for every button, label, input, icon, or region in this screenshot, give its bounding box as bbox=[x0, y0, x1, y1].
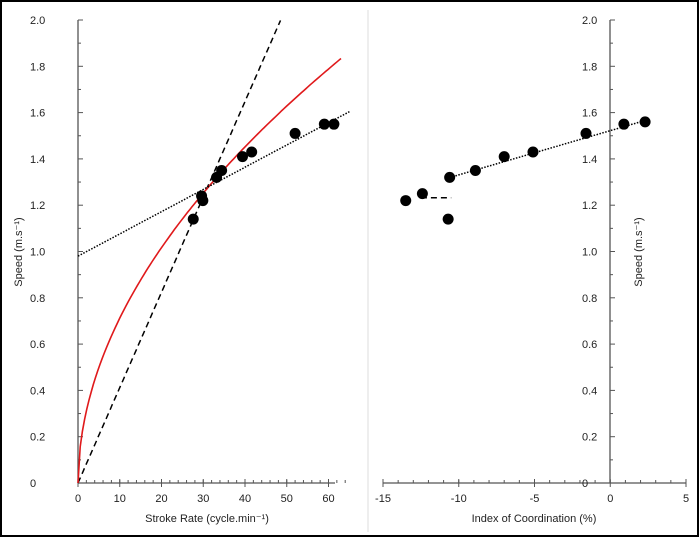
data-point bbox=[469, 164, 481, 176]
y-tick-label: 1.2 bbox=[30, 200, 45, 212]
x-tick-label: -10 bbox=[451, 493, 467, 505]
y-tick-label: 1.2 bbox=[582, 200, 597, 212]
fit-line-dashed bbox=[77, 20, 282, 484]
y-tick-label: 0.4 bbox=[30, 385, 45, 397]
y-tick-label: 0.2 bbox=[30, 432, 45, 444]
y-tick-label: 0.6 bbox=[582, 339, 597, 351]
data-point bbox=[527, 146, 539, 158]
y-tick-label: 1.8 bbox=[582, 61, 597, 73]
x-tick-label: 5 bbox=[683, 493, 689, 505]
y-tick-label: 2.0 bbox=[30, 15, 45, 27]
data-point bbox=[246, 146, 258, 158]
data-point bbox=[197, 195, 209, 207]
y-axis-label: Speed (m.s⁻¹) bbox=[13, 217, 25, 286]
y-tick-label: 0.4 bbox=[582, 385, 597, 397]
data-point bbox=[639, 116, 651, 128]
x-tick-label: 20 bbox=[155, 493, 167, 505]
data-point bbox=[580, 127, 592, 139]
x-tick-label: 10 bbox=[114, 493, 126, 505]
y-tick-label: 1.8 bbox=[30, 61, 45, 73]
x-tick-label: 0 bbox=[75, 493, 81, 505]
fit-line-solid bbox=[77, 57, 342, 484]
y-tick-label: 1.6 bbox=[582, 108, 597, 120]
y-tick-label: 0.2 bbox=[582, 432, 597, 444]
x-tick-label: 0 bbox=[607, 493, 613, 505]
x-tick-label: 40 bbox=[239, 493, 251, 505]
x-tick-label: -5 bbox=[530, 493, 540, 505]
y-tick-label: 1.4 bbox=[30, 154, 45, 166]
x-axis-label: Stroke Rate (cycle.min⁻¹) bbox=[145, 513, 269, 525]
data-point bbox=[318, 118, 330, 130]
data-point bbox=[442, 213, 454, 225]
y-tick-label: 0 bbox=[30, 478, 36, 490]
y-tick-label: 1.4 bbox=[582, 154, 597, 166]
y-tick-label: 0.8 bbox=[582, 293, 597, 305]
data-point bbox=[236, 151, 248, 163]
data-point bbox=[216, 164, 228, 176]
x-tick-label: -15 bbox=[375, 493, 391, 505]
y-axis-label: Speed (m.s⁻¹) bbox=[633, 217, 645, 286]
data-point bbox=[400, 195, 412, 207]
data-point bbox=[498, 151, 510, 163]
fit-line-dotted bbox=[449, 118, 649, 179]
index-of-coordination-panel: Index of Coordination (%) Speed (m.s⁻¹) … bbox=[375, 15, 689, 525]
y-tick-label: 0.8 bbox=[30, 293, 45, 305]
x-tick-label: 60 bbox=[322, 493, 334, 505]
data-point bbox=[618, 118, 630, 130]
y-tick-label: 1.0 bbox=[582, 247, 597, 259]
x-tick-label: 30 bbox=[197, 493, 209, 505]
y-tick-label: 1.0 bbox=[30, 247, 45, 259]
y-tick-label: 0.6 bbox=[30, 339, 45, 351]
y-tick-label: 1.6 bbox=[30, 108, 45, 120]
x-axis-label: Index of Coordination (%) bbox=[472, 513, 597, 525]
fit-line-dotted bbox=[77, 111, 350, 257]
stroke-rate-panel: Stroke Rate (cycle.min⁻¹) Speed (m.s⁻¹) … bbox=[13, 15, 350, 525]
x-tick-label: 50 bbox=[281, 493, 293, 505]
data-point bbox=[289, 127, 301, 139]
data-point bbox=[328, 118, 340, 130]
data-point bbox=[444, 171, 456, 183]
data-point bbox=[187, 213, 199, 225]
y-tick-label: 0 bbox=[582, 478, 588, 490]
y-tick-label: 2.0 bbox=[582, 15, 597, 27]
data-point bbox=[416, 188, 428, 200]
